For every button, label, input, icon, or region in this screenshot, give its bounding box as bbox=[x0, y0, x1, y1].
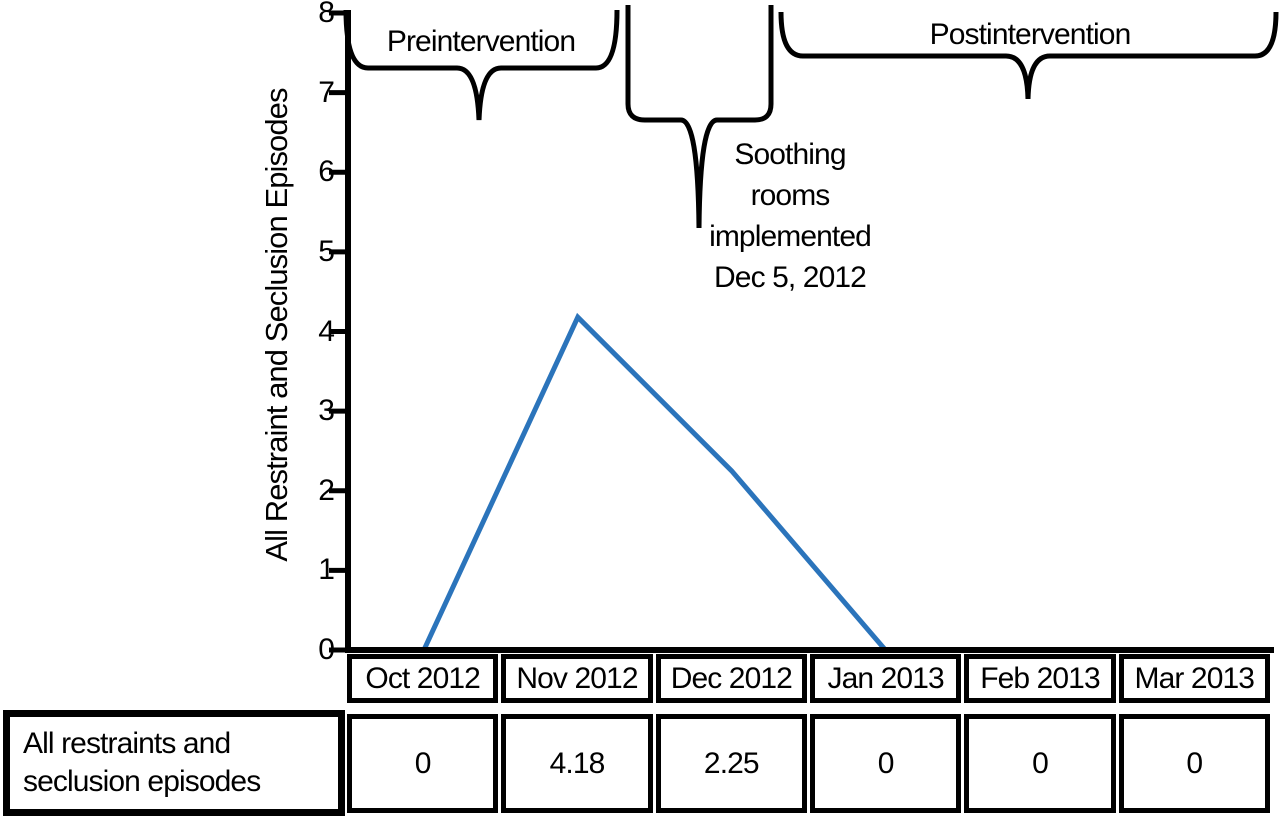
y-tick-label: 3 bbox=[318, 394, 335, 428]
preintervention-label: Preintervention bbox=[386, 25, 576, 58]
postintervention-brace bbox=[778, 11, 1279, 100]
table-row-label: All restraints and seclusion episodes bbox=[3, 710, 345, 816]
table-header-cell: Dec 2012 bbox=[655, 654, 807, 703]
table-value-cell: 0 bbox=[347, 714, 499, 813]
table-value-cell: 2.25 bbox=[655, 714, 807, 813]
table-value-cell: 0 bbox=[1118, 714, 1270, 813]
table-value-cell: 0 bbox=[809, 714, 962, 813]
table-header-row: Oct 2012 Nov 2012 Dec 2012 Jan 2013 Feb … bbox=[347, 654, 1270, 703]
table-header-cell: Jan 2013 bbox=[809, 654, 962, 703]
y-tick-label: 6 bbox=[318, 155, 335, 189]
y-tick-label: 7 bbox=[318, 75, 335, 109]
table-value-cell: 0 bbox=[964, 714, 1116, 813]
table-value-cell: 4.18 bbox=[501, 714, 653, 813]
y-tick-label: 0 bbox=[318, 633, 335, 666]
y-tick-label: 2 bbox=[318, 473, 335, 507]
y-tick-label: 5 bbox=[318, 234, 335, 268]
table-header-cell: Feb 2013 bbox=[964, 654, 1116, 703]
y-tick-label: 1 bbox=[318, 553, 335, 587]
table-header-cell: Oct 2012 bbox=[347, 654, 499, 703]
y-axis-ticks bbox=[329, 10, 348, 653]
soothing-rooms-label: Soothing rooms implemented Dec 5, 2012 bbox=[709, 138, 872, 294]
postintervention-label: Postintervention bbox=[929, 18, 1132, 51]
table-header-cell: Nov 2012 bbox=[501, 654, 653, 703]
table-header-cell: Mar 2013 bbox=[1118, 654, 1270, 703]
table-value-row: 0 4.18 2.25 0 0 0 bbox=[347, 714, 1270, 813]
y-tick-label: 8 bbox=[318, 0, 335, 29]
preintervention-brace bbox=[343, 9, 620, 121]
soothing-rooms-brace bbox=[625, 5, 774, 229]
data-line bbox=[421, 312, 1194, 653]
y-tick-label: 4 bbox=[318, 314, 335, 348]
